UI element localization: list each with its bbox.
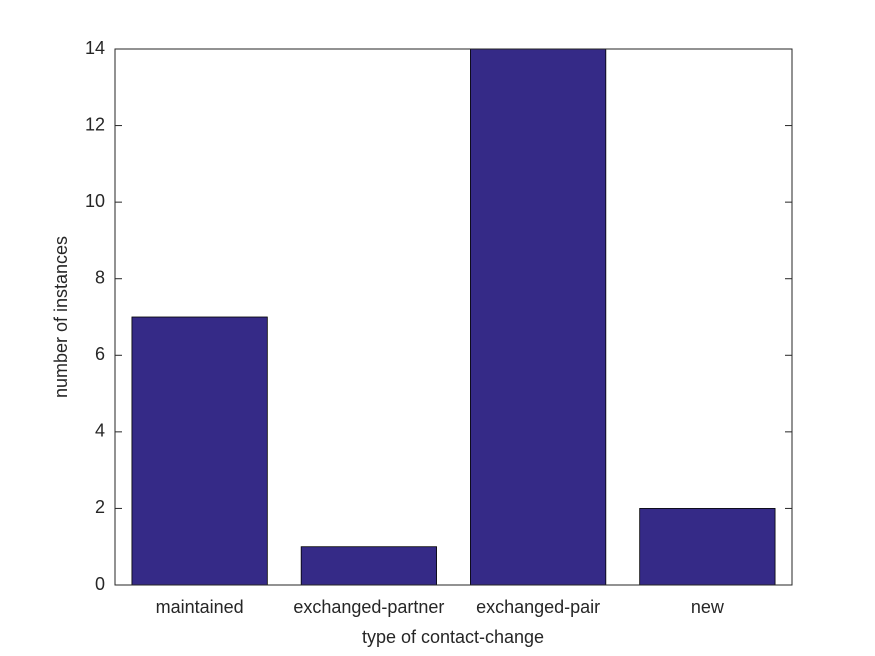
y-tick-label: 14 (85, 38, 105, 58)
y-tick-label: 0 (95, 574, 105, 594)
y-tick-label: 6 (95, 344, 105, 364)
x-axis-label: type of contact-change (362, 627, 544, 647)
y-tick-label: 2 (95, 497, 105, 517)
y-tick-label: 12 (85, 114, 105, 134)
x-tick-label: maintained (156, 597, 244, 617)
bar (470, 48, 607, 586)
bar (131, 316, 268, 586)
x-tick-label: new (691, 597, 725, 617)
bar (300, 546, 437, 586)
x-tick-label: exchanged-pair (476, 597, 600, 617)
y-tick-label: 10 (85, 191, 105, 211)
bar (639, 508, 776, 586)
x-tick-label: exchanged-partner (293, 597, 444, 617)
y-axis-label: number of instances (51, 236, 71, 398)
axes-box (114, 48, 793, 586)
y-tick-label: 4 (95, 421, 105, 441)
y-tick-label: 8 (95, 267, 105, 287)
